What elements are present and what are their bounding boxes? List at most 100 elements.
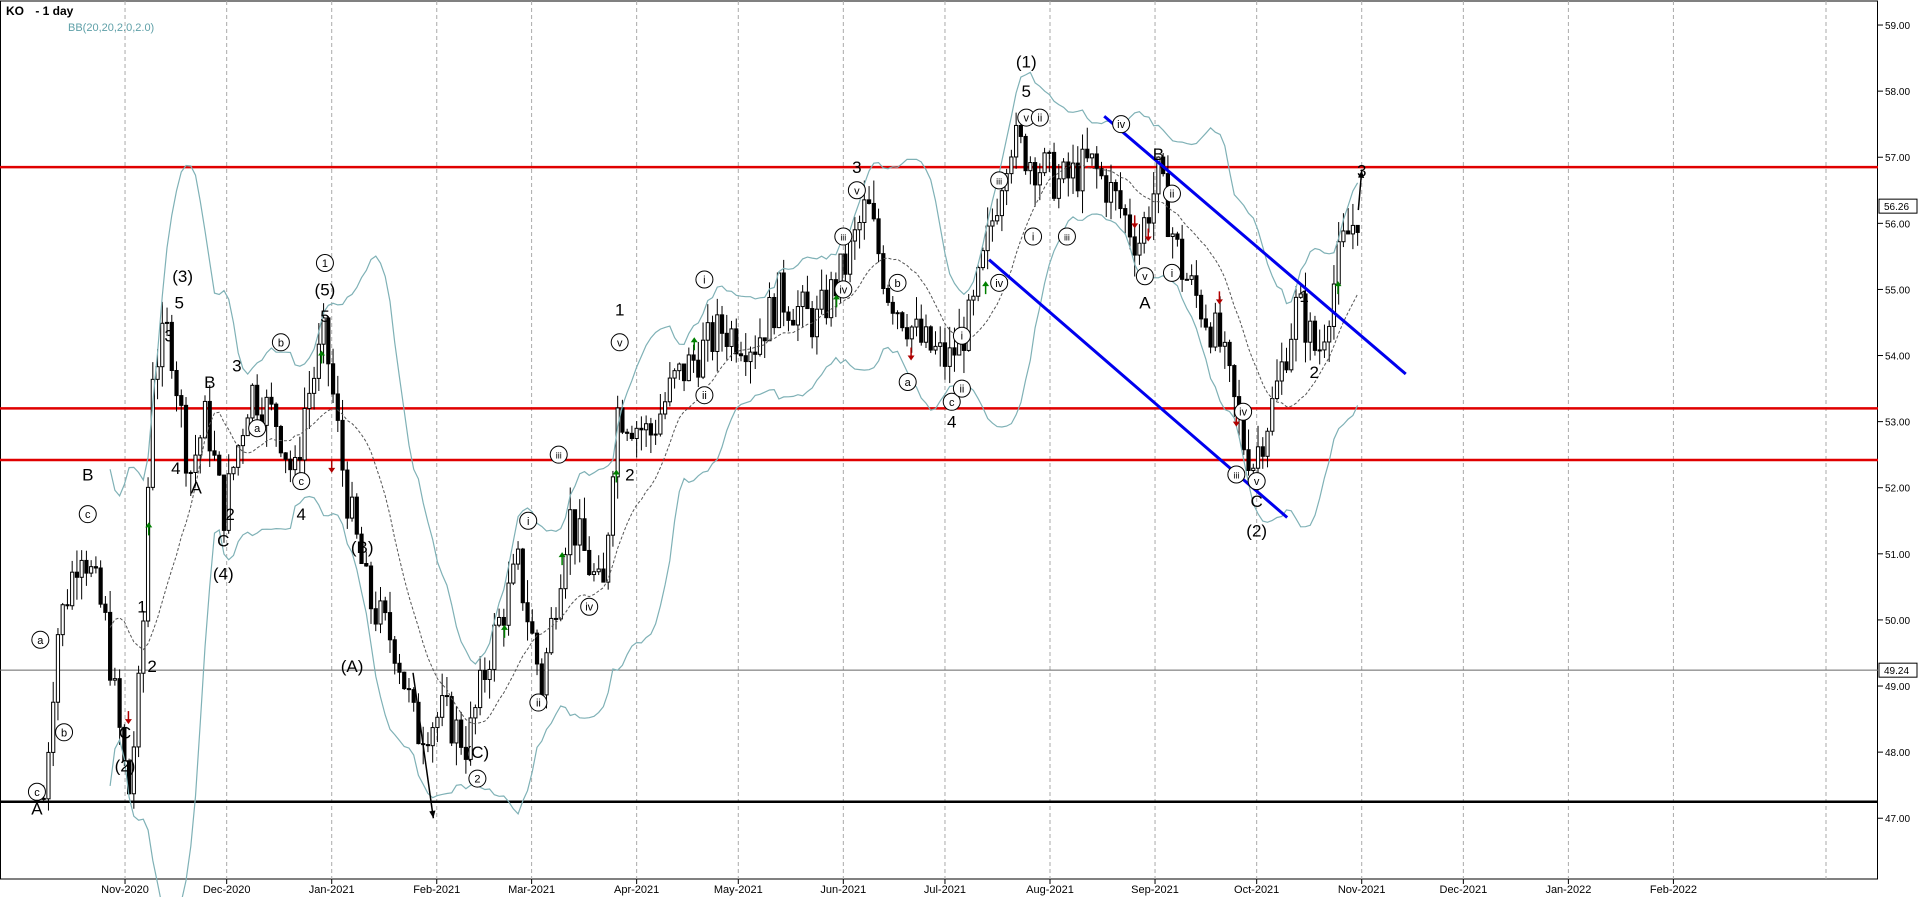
- wave-label-text: ii: [1037, 113, 1042, 125]
- candle: [202, 395, 208, 439]
- candle-body: [1037, 172, 1042, 186]
- candle: [236, 444, 241, 476]
- y-tick-label: 54.00: [1885, 352, 1910, 363]
- candle-body: [330, 363, 336, 395]
- candle-body: [520, 548, 525, 604]
- y-axis: 47.00 48.00 49.00 50.00 51.00 52.00 53.00 54.00…: [1878, 21, 1910, 825]
- wave-label: C: [217, 532, 229, 551]
- marker-price-tag-text: 49.24: [1884, 666, 1909, 677]
- candle-body: [482, 669, 487, 680]
- circled-wave-label: ii: [1030, 108, 1049, 127]
- candle: [250, 383, 255, 428]
- circled-wave-label: 2: [468, 769, 487, 788]
- candle-body: [1080, 148, 1085, 192]
- candle: [112, 667, 117, 686]
- candle: [705, 304, 710, 362]
- candle-body: [767, 296, 772, 342]
- wave-label-text: iii: [556, 451, 562, 461]
- candle: [440, 673, 445, 727]
- candle: [553, 607, 559, 630]
- candle-body: [601, 568, 606, 583]
- candle-body: [705, 322, 710, 341]
- candle-body: [435, 716, 440, 729]
- candle: [1009, 149, 1014, 184]
- candle: [852, 216, 857, 260]
- candle: [1317, 329, 1322, 365]
- wave-label-circle: [834, 227, 853, 246]
- candle: [1075, 146, 1080, 198]
- y-tick-label: 58.00: [1885, 87, 1910, 98]
- candle-body: [814, 308, 819, 338]
- candle: [1032, 157, 1038, 207]
- candle: [933, 331, 938, 355]
- candle-body: [681, 363, 687, 382]
- candle: [900, 311, 905, 332]
- candle: [700, 322, 706, 380]
- candle-body: [240, 435, 246, 447]
- candle-body: [1089, 153, 1095, 159]
- candle-body: [226, 473, 231, 531]
- candle: [60, 602, 65, 647]
- candle-body: [1336, 241, 1341, 285]
- candle-body: [871, 202, 876, 220]
- candle-body: [952, 347, 957, 356]
- circled-wave-label: i: [519, 511, 538, 530]
- candle-body: [743, 355, 748, 363]
- candle: [150, 362, 155, 491]
- wave-label-circle: [315, 253, 334, 272]
- wave-label: 4: [171, 459, 180, 478]
- wave-label-circle: [834, 280, 853, 299]
- wave-label-circle: [271, 333, 290, 352]
- candle: [971, 289, 976, 316]
- candle-body: [847, 240, 853, 275]
- wave-label-text: iv: [839, 284, 847, 296]
- candle-body: [515, 548, 521, 565]
- candle-body: [1298, 293, 1303, 298]
- candle: [468, 701, 473, 766]
- arrow-head: [328, 467, 336, 473]
- candle: [1355, 224, 1360, 246]
- candle-body: [1270, 398, 1275, 432]
- wave-label-text: i: [961, 331, 963, 343]
- circled-wave-label: v: [847, 181, 866, 200]
- candle-body: [501, 616, 506, 626]
- candle-body: [857, 221, 862, 231]
- candle: [606, 532, 611, 590]
- candle-body: [549, 617, 554, 654]
- x-tick-label: May-2021: [714, 884, 763, 896]
- candle: [563, 547, 568, 599]
- candle: [255, 374, 260, 425]
- candle: [1194, 260, 1199, 308]
- candle-body: [966, 299, 971, 351]
- candle: [435, 711, 440, 743]
- x-tick-label: Jan-2021: [309, 884, 355, 896]
- candle-body: [506, 582, 511, 626]
- candle: [264, 389, 269, 447]
- candle-body: [326, 317, 331, 365]
- candle: [103, 596, 108, 621]
- candle: [46, 742, 51, 811]
- candle: [1099, 161, 1104, 180]
- candle: [1085, 127, 1090, 163]
- wave-label-text: iii: [840, 233, 846, 243]
- candle: [515, 541, 521, 570]
- candle-body: [1194, 275, 1199, 296]
- candle: [221, 474, 227, 543]
- wave-label-text: c: [85, 509, 91, 521]
- candle: [995, 198, 1000, 225]
- candle: [634, 421, 639, 458]
- candle: [748, 346, 753, 384]
- candle: [805, 275, 810, 310]
- candle: [478, 656, 483, 716]
- candle: [212, 430, 217, 461]
- circled-wave-label: i: [1162, 263, 1181, 282]
- buy-signal-arrow-icon: [145, 522, 153, 536]
- candle-body: [193, 454, 198, 473]
- candle: [738, 341, 744, 362]
- x-tick-label: Apr-2021: [614, 884, 659, 896]
- candle: [1118, 172, 1123, 219]
- candle: [985, 207, 990, 270]
- candle-body: [231, 466, 236, 475]
- candle-body: [895, 312, 900, 315]
- candle: [378, 587, 383, 634]
